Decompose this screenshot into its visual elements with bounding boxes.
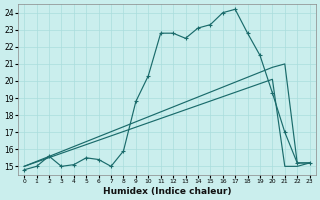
X-axis label: Humidex (Indice chaleur): Humidex (Indice chaleur) bbox=[103, 187, 231, 196]
